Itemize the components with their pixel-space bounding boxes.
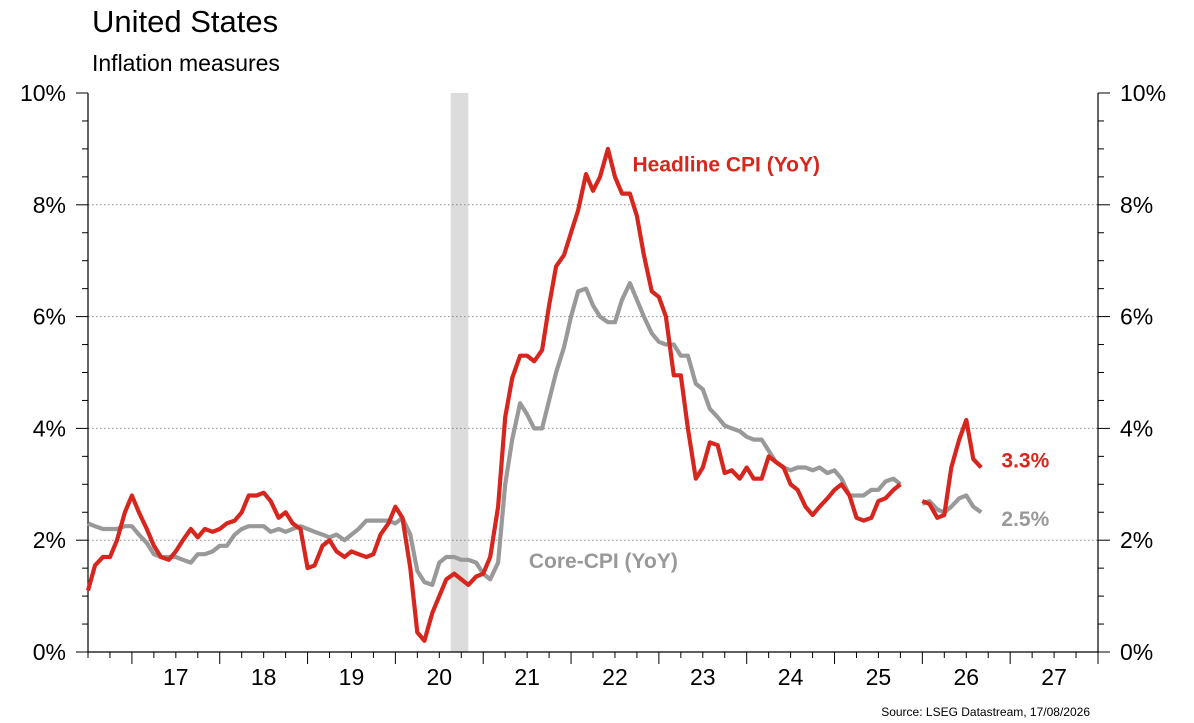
x-tick-label: 26 [953, 664, 979, 690]
x-tick-label: 19 [339, 664, 365, 690]
y-tick-label-left: 8% [33, 192, 66, 218]
y-tick-label-left: 4% [33, 415, 66, 441]
y-tick-label-right: 2% [1120, 527, 1153, 553]
headline-cpi-line [85, 146, 902, 643]
x-tick-label: 24 [778, 664, 804, 690]
y-tick-label-right: 0% [1120, 639, 1153, 665]
headline-latest-value: 3.3% [1001, 450, 1049, 473]
x-tick-label: 21 [514, 664, 540, 690]
headline-cpi-line [921, 417, 983, 520]
y-tick-label-right: 4% [1120, 415, 1153, 441]
x-tick-label: 18 [251, 664, 277, 690]
y-tick-label-right: 6% [1120, 304, 1153, 330]
x-tick-label: 22 [602, 664, 628, 690]
x-tick-label: 23 [690, 664, 716, 690]
chart-title: United States [92, 4, 279, 39]
y-tick-label-left: 0% [33, 639, 66, 665]
core-cpi-line [921, 493, 983, 515]
chart-subtitle: Inflation measures [92, 50, 280, 76]
y-tick-label-right: 10% [1120, 80, 1166, 106]
recession-shading [450, 93, 469, 652]
core-cpi-line [87, 281, 902, 587]
y-tick-label-left: 2% [33, 527, 66, 553]
x-tick-label: 27 [1041, 664, 1067, 690]
source-note: Source: LSEG Datastream, 17/08/2026 [881, 705, 1090, 719]
x-tick-label: 25 [866, 664, 892, 690]
core-cpi-label: Core-CPI (YoY) [529, 550, 678, 573]
x-tick-label: 20 [427, 664, 453, 690]
headline-cpi-label: Headline CPI (YoY) [633, 153, 820, 176]
y-tick-label-left: 6% [33, 304, 66, 330]
x-tick-label: 17 [163, 664, 189, 690]
y-tick-label-left: 10% [20, 80, 66, 106]
y-tick-label-right: 8% [1120, 192, 1153, 218]
core-latest-value: 2.5% [1001, 508, 1049, 531]
